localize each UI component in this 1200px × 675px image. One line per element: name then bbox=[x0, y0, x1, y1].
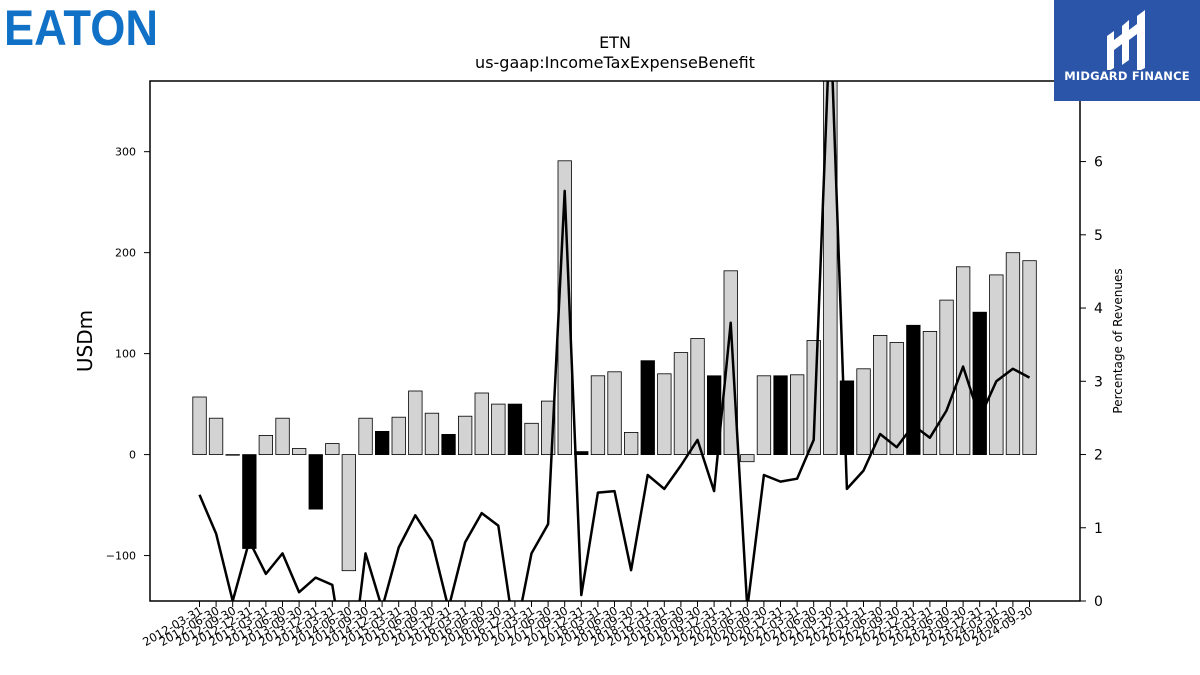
bar bbox=[756, 375, 772, 455]
y2-tick-label: 0 bbox=[1094, 594, 1103, 610]
bar bbox=[242, 454, 257, 549]
bar bbox=[972, 311, 987, 456]
bar bbox=[640, 360, 655, 456]
bar bbox=[308, 454, 323, 510]
bar bbox=[225, 454, 240, 456]
line-series bbox=[198, 81, 1031, 601]
y2-tick-label: 4 bbox=[1094, 301, 1103, 317]
x-axis: 2012-03-312012-06-302012-09-302012-12-31… bbox=[140, 601, 1035, 649]
midgard-logo-icon bbox=[1107, 10, 1145, 70]
y-tick-label: −100 bbox=[106, 550, 136, 563]
bar bbox=[690, 338, 705, 455]
line-series-path bbox=[198, 81, 1031, 601]
bar bbox=[657, 373, 672, 455]
bar bbox=[673, 352, 689, 456]
bar bbox=[408, 390, 423, 455]
bar bbox=[922, 330, 938, 455]
bar bbox=[291, 448, 307, 455]
eaton-logo-text: EATON bbox=[4, 0, 158, 56]
bar bbox=[723, 270, 738, 455]
bar bbox=[275, 417, 290, 455]
bar bbox=[491, 403, 506, 456]
eaton-logo: EATON bbox=[4, 0, 158, 56]
bar bbox=[424, 412, 440, 456]
bar bbox=[956, 266, 971, 455]
bar bbox=[889, 342, 904, 455]
y-tick-label: 100 bbox=[115, 348, 136, 361]
y2-axis-label: Percentage of Revenues bbox=[1111, 268, 1125, 413]
y2-tick-label: 6 bbox=[1094, 155, 1103, 171]
bar bbox=[873, 334, 888, 455]
bar bbox=[906, 324, 921, 455]
bar bbox=[325, 443, 340, 456]
bar bbox=[474, 392, 489, 455]
chart-subtitle: us-gaap:IncomeTaxExpenseBenefit bbox=[475, 53, 755, 72]
bar bbox=[341, 454, 357, 572]
chart-title: ETN bbox=[599, 33, 631, 52]
bar bbox=[391, 416, 406, 456]
bar bbox=[989, 274, 1004, 455]
y-tick-label: 200 bbox=[115, 247, 136, 260]
y2-tick-label: 1 bbox=[1094, 521, 1103, 537]
bar bbox=[192, 396, 207, 455]
bar bbox=[740, 454, 755, 463]
bar bbox=[358, 417, 373, 455]
bar bbox=[1022, 260, 1037, 456]
bar bbox=[590, 375, 606, 455]
bar bbox=[856, 368, 871, 455]
bar bbox=[374, 430, 390, 455]
y2-tick-label: 5 bbox=[1094, 228, 1103, 244]
bar bbox=[624, 431, 639, 455]
bar-series bbox=[192, 81, 1037, 572]
bar bbox=[607, 371, 622, 455]
y-tick-label: 0 bbox=[129, 449, 136, 462]
y2-axis: 0 1 2 3 4 5 6 bbox=[1080, 155, 1103, 610]
bar bbox=[939, 299, 954, 456]
bar bbox=[839, 380, 855, 455]
bar bbox=[1005, 252, 1021, 455]
y2-tick-label: 3 bbox=[1094, 374, 1103, 390]
brand-name: MIDGARD FINANCE bbox=[1064, 69, 1190, 83]
bar bbox=[823, 81, 838, 455]
midgard-brand-badge: MIDGARD FINANCE bbox=[1054, 0, 1200, 101]
y2-tick-label: 2 bbox=[1094, 448, 1103, 464]
bar bbox=[773, 375, 788, 455]
y-axis-label: USDm bbox=[73, 310, 97, 372]
bar bbox=[507, 403, 523, 456]
bar bbox=[208, 417, 224, 455]
bar bbox=[790, 374, 805, 455]
bar bbox=[258, 434, 274, 455]
y-axis: −100 0 100 200 300 bbox=[106, 146, 150, 563]
y-tick-label: 300 bbox=[115, 146, 136, 159]
bar bbox=[457, 415, 473, 456]
bar bbox=[441, 433, 456, 455]
bar bbox=[524, 422, 539, 455]
